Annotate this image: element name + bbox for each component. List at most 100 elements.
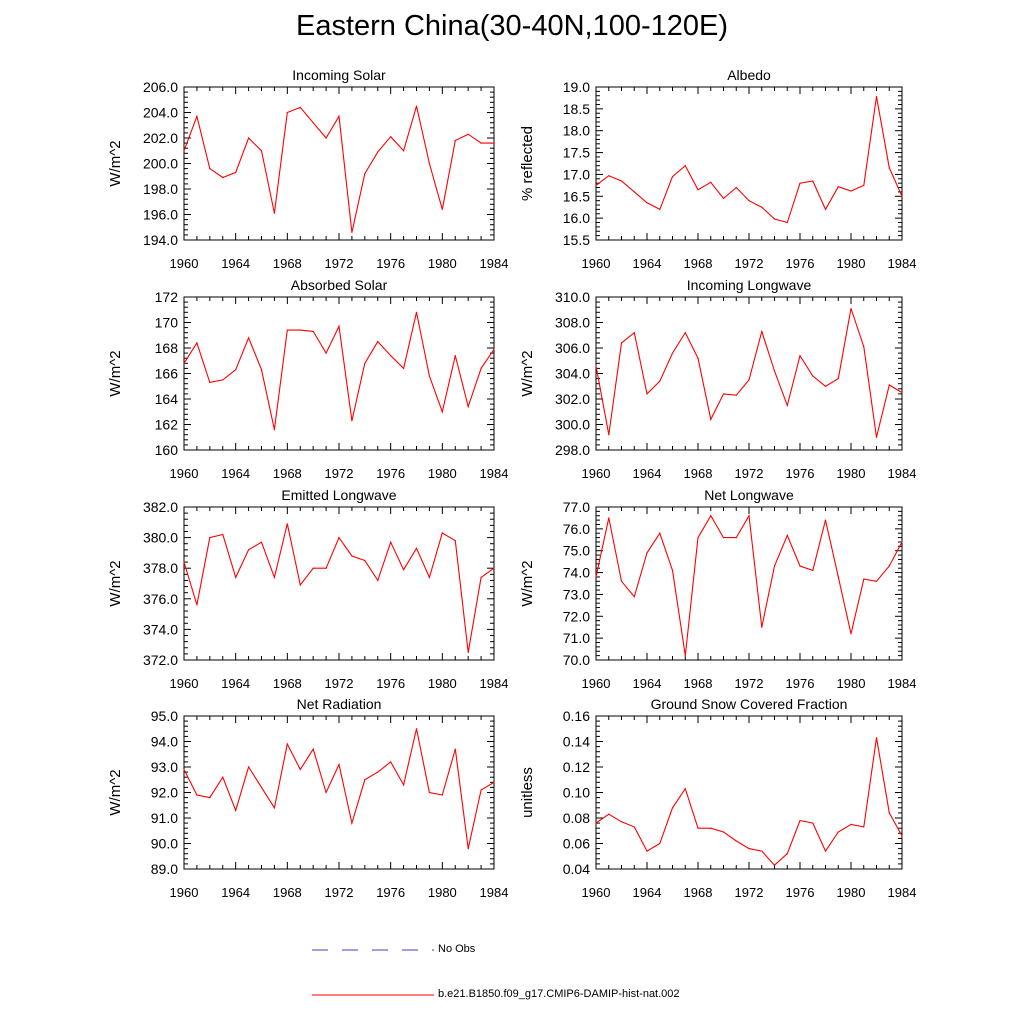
data-point — [595, 184, 597, 186]
x-tick-label: 1968 — [684, 466, 713, 481]
figure-title: Eastern China(30-40N,100-120E) — [295, 10, 729, 42]
data-point — [824, 385, 827, 387]
y-tick-label: 0.12 — [563, 759, 590, 775]
y-axis-label: W/m^2 — [519, 560, 536, 606]
series-line — [183, 312, 495, 430]
y-tick-label: 194.0 — [143, 232, 178, 248]
y-tick-label: 90.0 — [151, 836, 178, 852]
data-point — [748, 848, 750, 850]
series-line — [595, 737, 903, 866]
legend-swatch-solid — [312, 994, 434, 996]
data-point — [428, 375, 431, 377]
x-tick-label: 1964 — [633, 256, 662, 271]
x-tick-label: 1976 — [376, 676, 405, 691]
x-tick-label: 1960 — [170, 256, 199, 271]
data-point — [222, 176, 224, 179]
data-point — [454, 139, 456, 142]
data-point — [684, 788, 686, 790]
y-tick-label: 93.0 — [151, 759, 178, 775]
x-tick-label: 1976 — [376, 885, 405, 900]
data-point — [454, 355, 456, 357]
y-tick-label: 95.0 — [151, 708, 178, 724]
data-point — [620, 342, 623, 344]
data-point — [837, 831, 839, 833]
y-tick-label: 164 — [155, 391, 179, 407]
x-tick-label: 1976 — [786, 885, 815, 900]
chart-panel-1: Incoming Solar W/m^2 1960 1964 1968 1972 1976 1… — [107, 67, 508, 271]
data-point — [671, 807, 674, 809]
data-point — [786, 221, 788, 224]
x-tick-label: 1980 — [428, 676, 457, 691]
data-point — [351, 231, 353, 233]
data-point — [735, 840, 737, 842]
x-tick-label: 1972 — [325, 466, 354, 481]
x-tick-label: 1972 — [735, 676, 764, 691]
data-point — [312, 122, 314, 124]
data-point — [209, 797, 211, 799]
plot-frame — [183, 86, 495, 241]
data-point — [247, 766, 250, 768]
data-point — [467, 848, 469, 850]
data-point — [247, 549, 250, 551]
x-tick-label: 1980 — [837, 256, 866, 271]
data-point — [812, 180, 814, 182]
data-point — [659, 208, 661, 210]
x-tick-label: 1980 — [428, 256, 457, 271]
legend-swatch-dashed — [312, 949, 434, 951]
data-point — [722, 831, 725, 833]
series-line — [595, 308, 903, 438]
data-point — [595, 822, 597, 824]
panel-title: Ground Snow Covered Fraction — [651, 696, 848, 712]
data-point — [247, 137, 250, 139]
data-point — [812, 822, 814, 824]
x-tick-label: 1968 — [684, 885, 713, 900]
data-point — [671, 352, 674, 354]
data-point — [390, 136, 392, 138]
data-point — [441, 532, 443, 534]
y-tick-label: 304.0 — [555, 366, 590, 382]
data-point — [761, 206, 763, 208]
data-point — [748, 200, 750, 202]
data-point — [390, 355, 392, 357]
data-point — [325, 352, 327, 354]
data-point — [312, 330, 314, 333]
data-point — [697, 357, 699, 359]
data-point — [761, 330, 763, 333]
data-point — [441, 208, 443, 210]
data-point — [888, 167, 890, 169]
x-tick-label: 1960 — [582, 256, 611, 271]
data-point — [799, 355, 801, 357]
legend-item-model: b.e21.B1850.f09_g17.CMIP6-DAMIP-hist-nat… — [312, 987, 772, 1003]
y-tick-label: 376.0 — [143, 591, 178, 607]
y-tick-label: 0.04 — [563, 861, 590, 877]
y-axis-label: W/m^2 — [107, 140, 124, 186]
data-point — [454, 540, 456, 542]
data-point — [338, 763, 340, 766]
data-point — [735, 394, 737, 396]
series-line — [595, 513, 903, 656]
data-point — [697, 827, 699, 829]
data-point — [247, 337, 250, 339]
x-tick-label: 1964 — [221, 256, 250, 271]
data-point — [222, 776, 224, 778]
data-point — [735, 537, 737, 539]
y-tick-label: 302.0 — [555, 391, 590, 407]
data-point — [260, 369, 263, 371]
y-tick-label: 372.0 — [143, 652, 178, 668]
data-point — [377, 579, 379, 582]
x-tick-label: 1972 — [325, 676, 354, 691]
data-point — [377, 341, 379, 343]
data-point — [850, 190, 852, 192]
chart-panel-7: Net Radiation W/m^2 1960 1964 1968 1972 1976 19… — [107, 696, 508, 900]
data-point — [377, 151, 379, 153]
data-point — [325, 791, 327, 794]
data-point — [863, 184, 865, 186]
x-tick-label: 1972 — [735, 885, 764, 900]
data-point — [325, 137, 327, 139]
data-point — [633, 332, 635, 334]
data-point — [260, 786, 263, 789]
data-point — [659, 532, 661, 534]
data-point — [183, 362, 185, 364]
data-point — [183, 561, 185, 563]
x-tick-label: 1972 — [325, 885, 354, 900]
